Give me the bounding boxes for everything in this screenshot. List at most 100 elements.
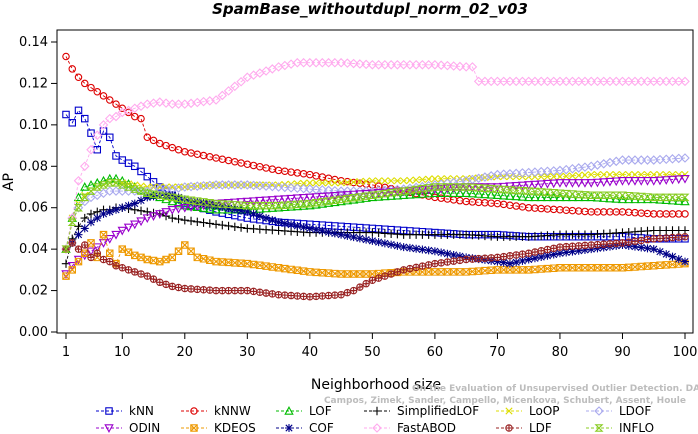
data-point-ldf bbox=[218, 286, 227, 295]
data-point-odin bbox=[136, 217, 146, 227]
plot-frame bbox=[56, 29, 694, 334]
data-point-lof bbox=[461, 188, 471, 197]
data-point-simplifiedlof bbox=[199, 218, 208, 227]
data-point-kdeos bbox=[337, 270, 345, 278]
data-point-ldf bbox=[274, 291, 283, 299]
data-point-cof bbox=[337, 230, 346, 239]
data-point-fastabod bbox=[161, 98, 171, 108]
data-point-ldf bbox=[562, 242, 570, 251]
data-point-ldf bbox=[449, 257, 458, 265]
legend-item-ldof: LDOF bbox=[586, 404, 651, 418]
credit-line-1: On the Evaluation of Unsupervised Outlie… bbox=[412, 384, 698, 394]
data-point-fastabod bbox=[286, 59, 296, 69]
data-point-inflo bbox=[599, 191, 609, 200]
legend-label-loop: LoOP bbox=[529, 404, 560, 418]
data-point-inflo bbox=[330, 196, 340, 205]
data-point-inflo bbox=[574, 190, 584, 199]
data-point-inflo bbox=[367, 191, 377, 200]
x-tick-label: 60 bbox=[427, 345, 444, 360]
legend-item-fastabod: FastABOD bbox=[364, 421, 456, 434]
data-point-odin bbox=[573, 179, 584, 188]
data-point-fastabod bbox=[73, 176, 84, 186]
y-tick-label: 0.02 bbox=[19, 284, 48, 299]
data-point-knn bbox=[118, 156, 127, 164]
data-point-odin bbox=[380, 188, 390, 198]
data-point-lof bbox=[173, 198, 184, 208]
data-point-inflo bbox=[267, 201, 277, 210]
data-point-lof bbox=[211, 204, 221, 214]
data-point-inflo bbox=[92, 183, 102, 191]
legend-label-lof: LOF bbox=[309, 404, 332, 418]
legend-marker-ldof bbox=[594, 406, 604, 416]
legend-marker-cof bbox=[285, 424, 293, 432]
data-point-ldf bbox=[443, 258, 452, 266]
legend-label-simplifiedlof: SimplifiedLOF bbox=[397, 404, 479, 418]
data-point-ldf bbox=[362, 279, 370, 288]
data-point-ldf bbox=[468, 255, 477, 263]
data-point-fastabod bbox=[442, 60, 453, 71]
data-point-cof bbox=[118, 203, 127, 212]
data-point-kdeos bbox=[481, 266, 489, 275]
data-point-odin bbox=[655, 176, 665, 186]
data-point-cof bbox=[505, 259, 514, 268]
data-point-fastabod bbox=[436, 60, 446, 70]
data-point-inflo bbox=[167, 193, 177, 202]
data-point-knn bbox=[99, 127, 108, 135]
data-point-inflo bbox=[142, 189, 152, 197]
data-point-simplifiedlof bbox=[230, 222, 240, 231]
data-point-fastabod bbox=[398, 60, 409, 70]
data-point-kdeos bbox=[631, 263, 639, 271]
data-point-ldf bbox=[331, 291, 339, 299]
data-point-lof bbox=[680, 196, 690, 206]
data-point-odin bbox=[530, 180, 540, 190]
data-point-ldf bbox=[81, 241, 89, 249]
data-point-cof bbox=[574, 246, 583, 255]
data-point-inflo bbox=[192, 197, 202, 205]
data-point-inflo bbox=[117, 181, 127, 189]
legend-marker-loop bbox=[505, 407, 513, 415]
data-point-odin bbox=[567, 179, 578, 188]
data-point-cof bbox=[455, 252, 464, 261]
data-point-inflo bbox=[455, 183, 465, 191]
data-point-ldof bbox=[248, 180, 259, 191]
data-point-cof bbox=[449, 250, 458, 259]
data-point-fastabod bbox=[486, 76, 496, 87]
data-point-loop bbox=[362, 177, 370, 185]
data-point-simplifiedlof bbox=[136, 206, 146, 216]
data-point-inflo bbox=[186, 196, 196, 205]
data-point-ldf bbox=[568, 242, 577, 250]
data-point-odin bbox=[680, 174, 690, 184]
x-tick-label: 20 bbox=[177, 345, 194, 360]
data-point-knn bbox=[87, 129, 95, 137]
data-point-fastabod bbox=[292, 57, 303, 68]
data-point-cof bbox=[587, 245, 596, 254]
data-point-inflo bbox=[674, 193, 684, 202]
data-point-ldof bbox=[111, 186, 121, 196]
data-point-loop bbox=[612, 170, 620, 179]
data-point-odin bbox=[667, 175, 678, 185]
data-point-ldf bbox=[418, 262, 427, 270]
data-point-fastabod bbox=[392, 60, 403, 70]
data-point-ldf bbox=[106, 257, 114, 266]
data-point-fastabod bbox=[680, 76, 690, 87]
legend-item-loop: LoOP bbox=[496, 404, 560, 418]
data-point-cof bbox=[437, 248, 446, 257]
data-point-odin bbox=[611, 177, 621, 187]
data-point-loop bbox=[537, 173, 545, 181]
data-point-knnw bbox=[156, 139, 164, 148]
data-point-kdeos bbox=[156, 257, 164, 266]
data-point-ldof bbox=[623, 155, 634, 165]
data-point-ldf bbox=[249, 287, 258, 296]
data-point-fastabod bbox=[211, 95, 221, 105]
data-point-ldof bbox=[211, 180, 221, 190]
data-point-lof bbox=[430, 188, 440, 197]
data-point-kdeos bbox=[181, 241, 189, 249]
data-point-fastabod bbox=[636, 76, 647, 87]
data-point-lof bbox=[505, 191, 515, 200]
data-point-cof bbox=[580, 245, 589, 254]
data-point-ldf bbox=[99, 255, 108, 264]
data-point-cof bbox=[149, 192, 158, 201]
data-point-ldf bbox=[181, 284, 189, 293]
data-point-knnw bbox=[93, 87, 102, 96]
data-point-odin bbox=[130, 220, 140, 230]
